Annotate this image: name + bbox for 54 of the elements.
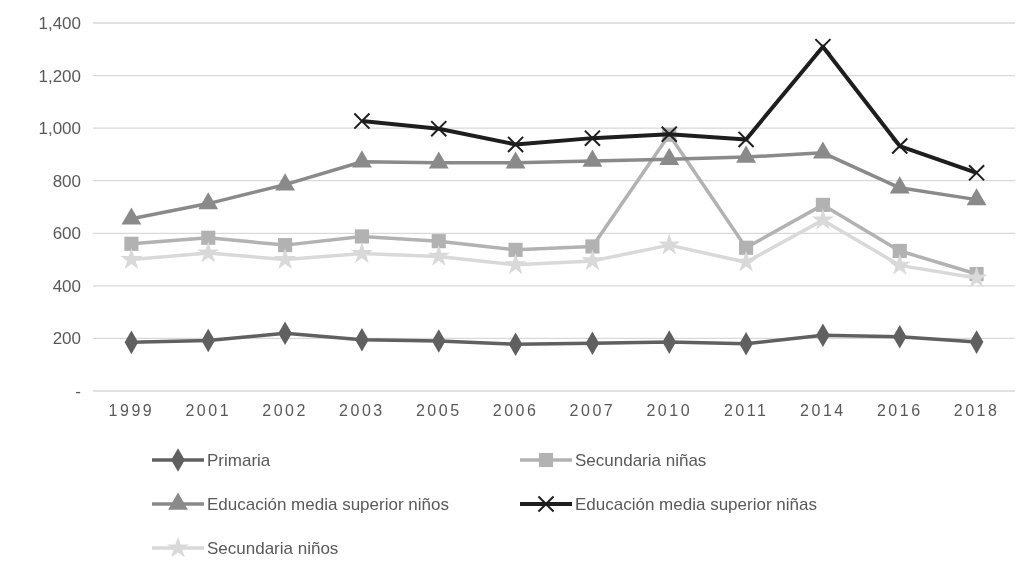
legend-label: Educación media superior niños [207, 495, 449, 514]
legend-label: Educación media superior niñas [575, 495, 817, 514]
point [120, 248, 143, 269]
y-tick-label: 800 [52, 171, 81, 191]
y-tick-label: 600 [52, 224, 81, 244]
x-tick-label: 2007 [569, 402, 616, 420]
x-tick-label: 2018 [953, 402, 1000, 420]
legend-label: Secundaria niños [207, 539, 339, 558]
point [892, 243, 907, 258]
point [737, 130, 755, 148]
point [197, 241, 220, 263]
point [430, 120, 448, 138]
point [508, 242, 523, 257]
y-tick-label: 400 [52, 276, 81, 296]
point [201, 230, 216, 245]
x-tick-label: 2005 [415, 402, 462, 420]
point [888, 253, 911, 275]
point [815, 197, 830, 212]
point [583, 129, 601, 147]
point [278, 238, 293, 253]
point [274, 248, 297, 269]
y-tick-label: 200 [52, 329, 81, 349]
x-tick-label: 2003 [339, 402, 385, 420]
y-tick-label: - [75, 381, 81, 401]
legend-label: Secundaria niñas [575, 451, 707, 470]
point [350, 241, 373, 263]
point [581, 249, 604, 271]
point [353, 112, 371, 130]
point [431, 234, 446, 249]
point [735, 250, 758, 272]
point [658, 233, 681, 255]
point [585, 239, 600, 254]
x-tick-label: 2006 [492, 402, 539, 420]
point [968, 164, 986, 182]
y-tick-label: 1,000 [38, 119, 81, 139]
x-tick-label: 2001 [185, 402, 232, 420]
y-tick-label: 1,400 [38, 13, 81, 33]
y-tick-label: 1,200 [38, 66, 81, 86]
point [891, 137, 909, 155]
point [507, 135, 525, 153]
point [427, 244, 450, 266]
x-tick-label: 2011 [723, 402, 769, 420]
point [811, 208, 834, 230]
point [124, 236, 139, 251]
x-tick-label: 2016 [876, 402, 923, 420]
x-tick-label: 2010 [646, 402, 693, 420]
x-tick-label: 2002 [262, 402, 308, 420]
legend-label: Primaria [207, 451, 271, 470]
point [354, 229, 369, 244]
x-tick-label: 2014 [800, 402, 846, 420]
point [504, 253, 527, 275]
x-tick-label: 1999 [108, 402, 155, 420]
point [965, 266, 988, 288]
point [739, 240, 754, 255]
